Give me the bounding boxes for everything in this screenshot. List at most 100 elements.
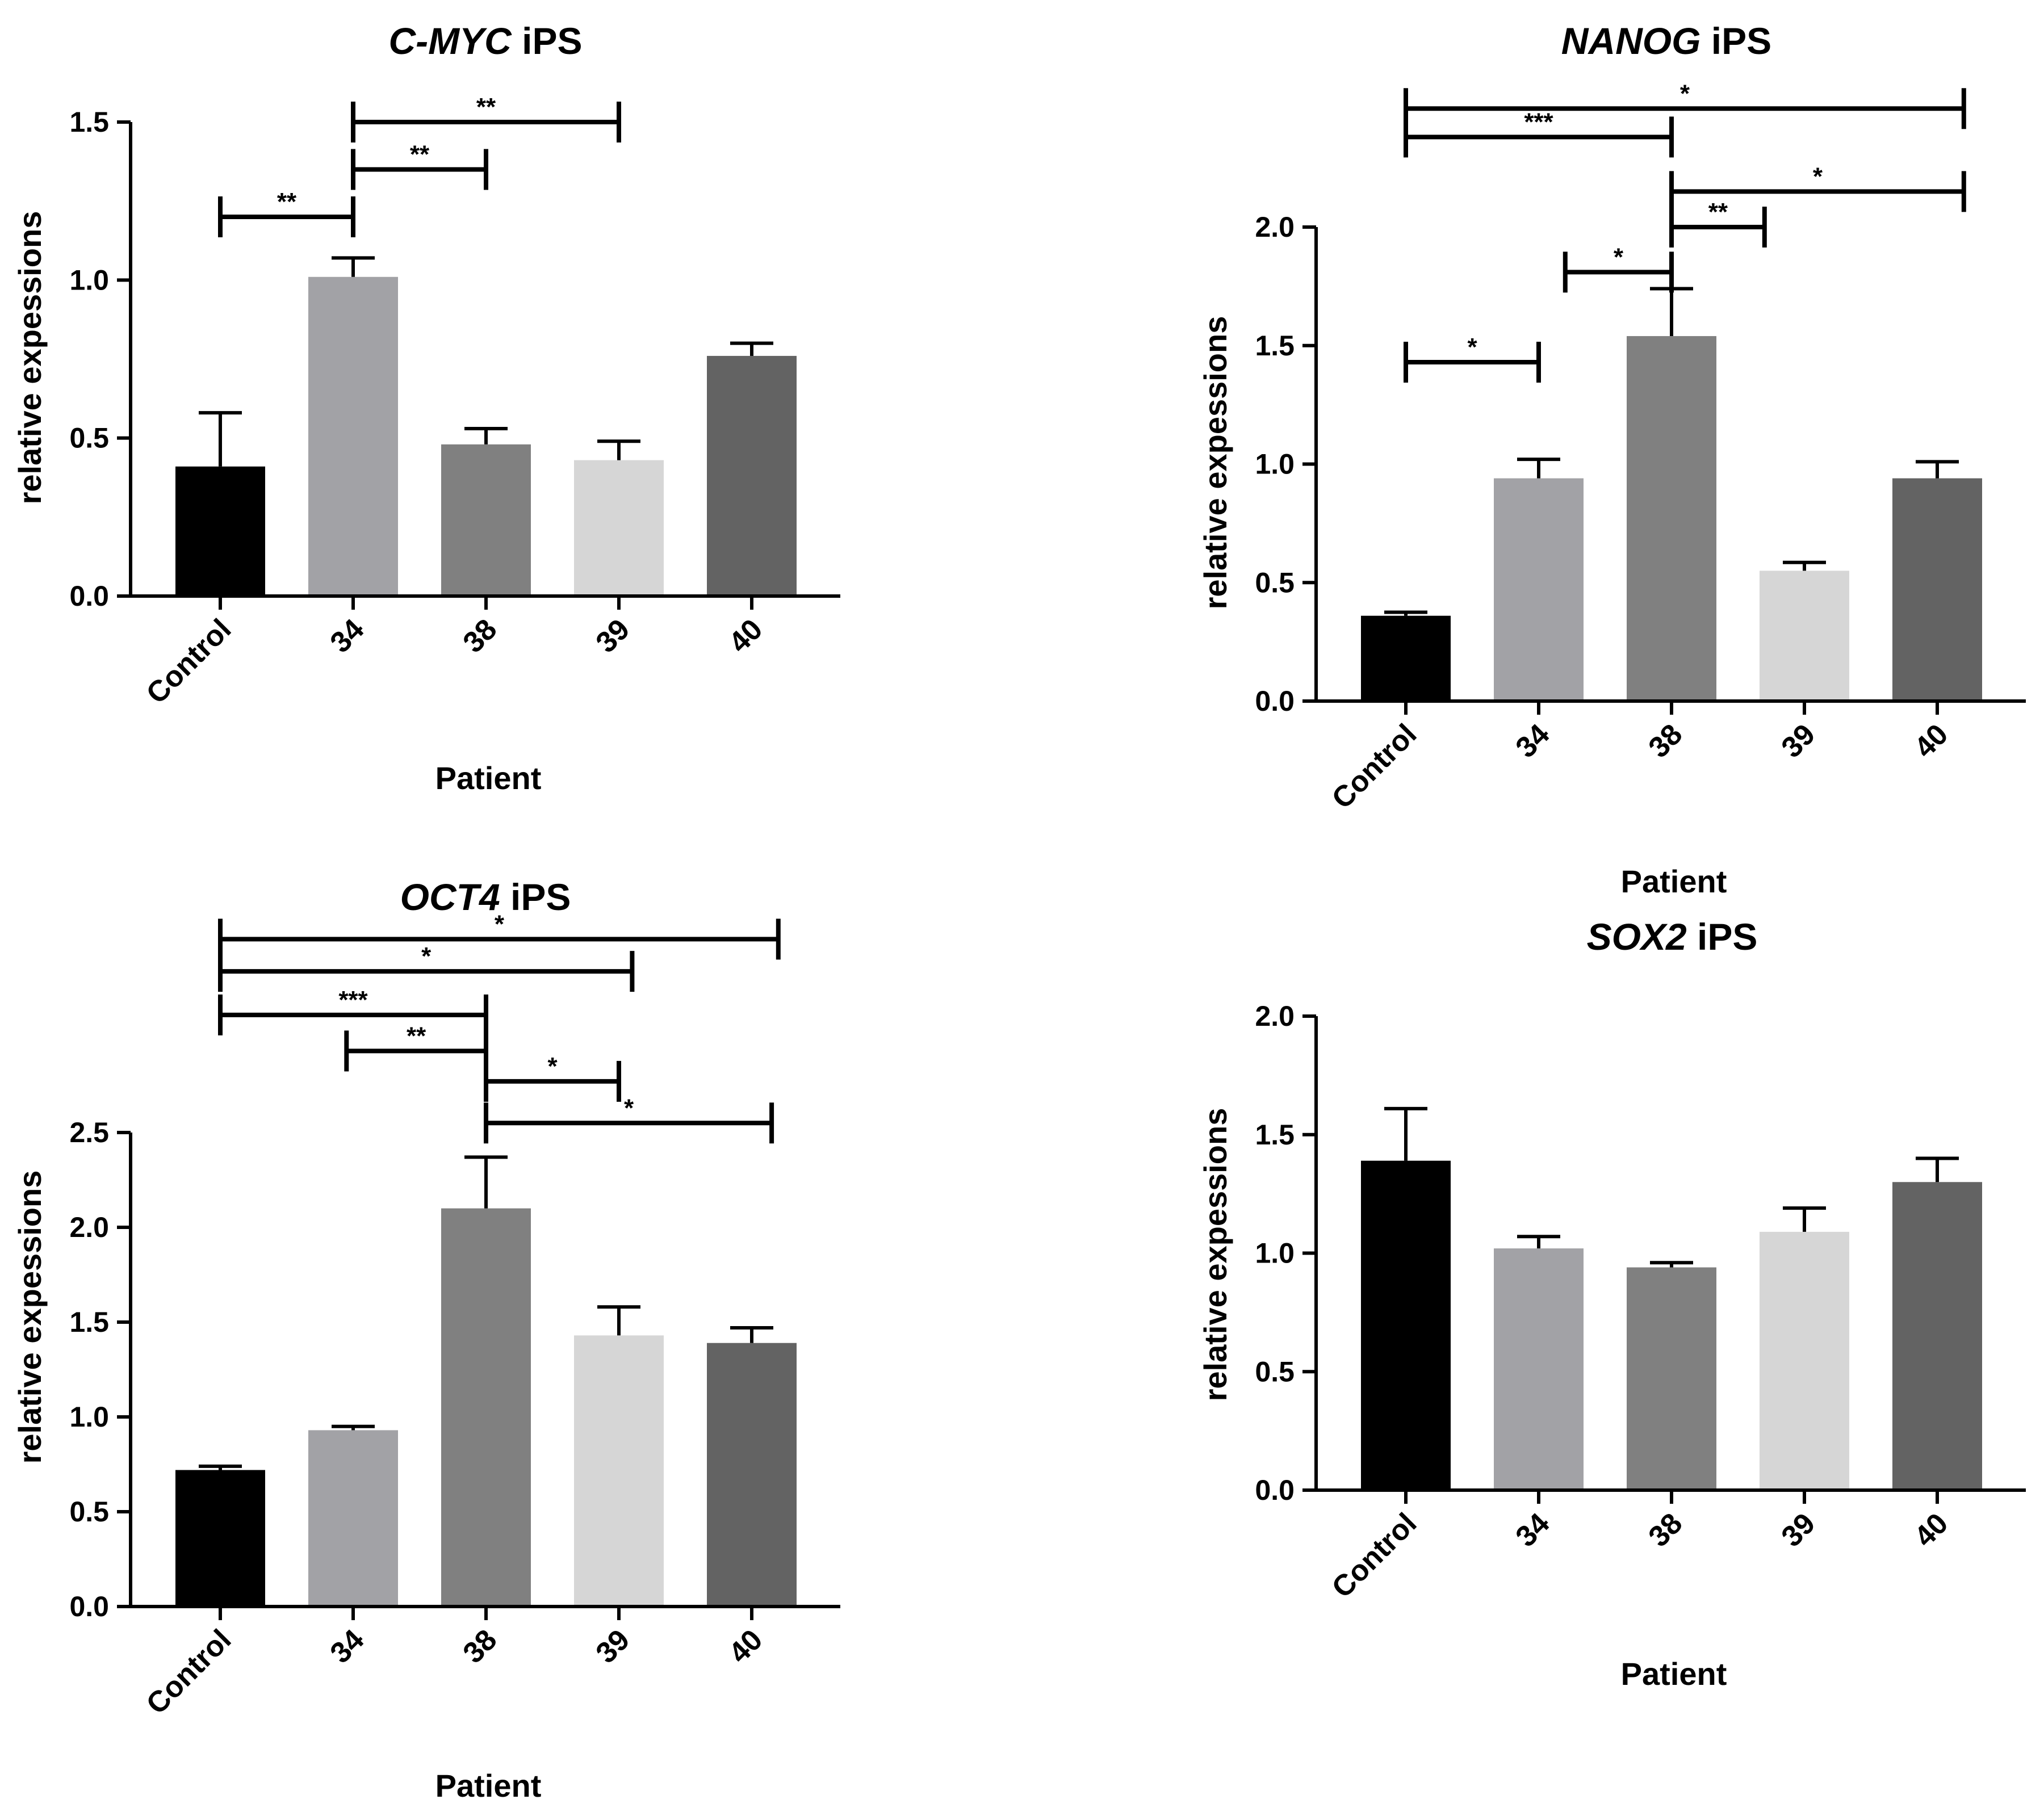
chart-oct4: OCT4 iPS relative expessions Patient 0.0… [12, 876, 840, 1804]
x-tick-label-38: 38 [457, 613, 504, 659]
x-tick-label-control: Control [140, 613, 238, 710]
x-axis-label: Patient [1621, 863, 1727, 899]
x-tick-label-38: 38 [1643, 718, 1689, 764]
y-tick-label: 1.0 [1255, 1238, 1295, 1269]
y-tick-label: 0.5 [69, 1496, 109, 1528]
y-axis-label: relative expessions [12, 211, 48, 505]
x-tick-label-39: 39 [1775, 718, 1822, 764]
x-tick-label-38: 38 [1643, 1507, 1689, 1553]
x-tick-label-39: 39 [590, 613, 636, 659]
bar-34 [1494, 478, 1584, 701]
significance-label: *** [1524, 108, 1553, 136]
significance-label: ** [1708, 198, 1728, 226]
x-tick-label-control: Control [1326, 1507, 1423, 1604]
y-tick-label: 1.0 [1255, 448, 1295, 480]
bar-40 [1892, 1182, 1982, 1490]
significance-label: ** [410, 141, 430, 169]
y-tick-label: 0.0 [1255, 1474, 1295, 1506]
x-tick-label-38: 38 [457, 1623, 504, 1670]
title-suffix: iPS [512, 20, 583, 62]
y-axis-label: relative expessions [12, 1171, 48, 1464]
significance-label: * [1680, 79, 1690, 107]
bar-39 [1760, 1231, 1849, 1490]
x-tick-label-control: Control [1326, 718, 1423, 815]
significance-label: * [495, 910, 505, 938]
bar-38 [1627, 1267, 1716, 1490]
bar-40 [707, 1343, 797, 1607]
x-tick-label-39: 39 [1775, 1507, 1822, 1553]
significance-label: * [1467, 333, 1477, 361]
y-tick-label: 1.5 [1255, 1119, 1295, 1151]
title-gene: C-MYC [388, 20, 512, 62]
y-tick-label: 0.5 [69, 422, 109, 454]
y-tick-label: 2.0 [1255, 1000, 1295, 1032]
significance-label: *** [338, 986, 368, 1014]
title-gene: SOX2 [1587, 916, 1687, 958]
title-suffix: iPS [500, 876, 571, 918]
title-gene: NANOG [1561, 20, 1701, 62]
bar-34 [308, 1430, 398, 1607]
x-tick-label-40: 40 [723, 1623, 769, 1670]
y-tick-label: 1.5 [1255, 330, 1295, 362]
y-tick-label: 2.0 [69, 1211, 109, 1243]
bar-39 [574, 460, 664, 596]
x-tick-label-40: 40 [1908, 718, 1955, 764]
bar-control [175, 1470, 265, 1607]
bar-40 [1892, 478, 1982, 701]
y-tick-label: 0.5 [1255, 1356, 1295, 1387]
bar-40 [707, 355, 797, 596]
bar-control [1361, 615, 1451, 701]
chart-title: NANOG iPS [1561, 20, 1771, 62]
y-tick-label: 0.0 [1255, 685, 1295, 717]
x-axis-label: Patient [1621, 1656, 1727, 1692]
significance-label: * [624, 1094, 634, 1122]
y-tick-label: 2.5 [69, 1117, 109, 1148]
bar-38 [441, 444, 531, 596]
bar-34 [1494, 1248, 1584, 1490]
significance-label: ** [476, 93, 496, 121]
y-tick-label: 1.5 [69, 1306, 109, 1338]
chart-cmyc: C-MYC iPS relative expessions Patient 0.… [12, 20, 840, 796]
y-tick-label: 2.0 [1255, 211, 1295, 243]
chart-title: SOX2 iPS [1587, 916, 1758, 958]
x-tick-label-control: Control [140, 1623, 238, 1721]
title-suffix: iPS [1687, 916, 1758, 958]
significance-label: ** [407, 1022, 426, 1050]
x-tick-label-39: 39 [590, 1623, 636, 1670]
x-axis-label: Patient [435, 760, 542, 796]
significance-label: * [547, 1052, 558, 1080]
x-tick-label-34: 34 [324, 613, 371, 659]
y-tick-label: 0.0 [69, 1591, 109, 1622]
bar-39 [1760, 571, 1849, 701]
significance-label: ** [277, 188, 297, 216]
y-tick-label: 0.5 [1255, 567, 1295, 598]
x-tick-label-34: 34 [1510, 1507, 1556, 1553]
chart-nanog: NANOG iPS relative expessions Patient 0.… [1197, 20, 2026, 899]
y-axis-label: relative expessions [1197, 316, 1233, 610]
y-tick-label: 1.0 [69, 264, 109, 296]
bar-38 [441, 1208, 531, 1607]
significance-label: * [1614, 243, 1624, 271]
x-tick-label-34: 34 [1510, 718, 1556, 764]
title-suffix: iPS [1700, 20, 1771, 62]
chart-title: C-MYC iPS [388, 20, 582, 62]
title-gene: OCT4 [400, 876, 500, 918]
y-tick-label: 1.5 [69, 106, 109, 138]
x-axis-label: Patient [435, 1768, 542, 1804]
chart-title: OCT4 iPS [400, 876, 571, 918]
y-tick-label: 1.0 [69, 1401, 109, 1433]
x-tick-label-40: 40 [723, 613, 769, 659]
bar-control [1361, 1160, 1451, 1490]
significance-label: * [421, 942, 432, 970]
y-tick-label: 0.0 [69, 580, 109, 612]
significance-label: * [1813, 162, 1823, 190]
bar-39 [574, 1335, 664, 1607]
chart-sox2: SOX2 iPS relative expessions Patient 0.0… [1197, 916, 2026, 1692]
x-tick-label-40: 40 [1908, 1507, 1955, 1553]
bar-control [175, 466, 265, 596]
x-tick-label-34: 34 [324, 1623, 371, 1670]
bar-38 [1627, 336, 1716, 701]
y-axis-label: relative expessions [1197, 1108, 1233, 1402]
bar-34 [308, 276, 398, 596]
